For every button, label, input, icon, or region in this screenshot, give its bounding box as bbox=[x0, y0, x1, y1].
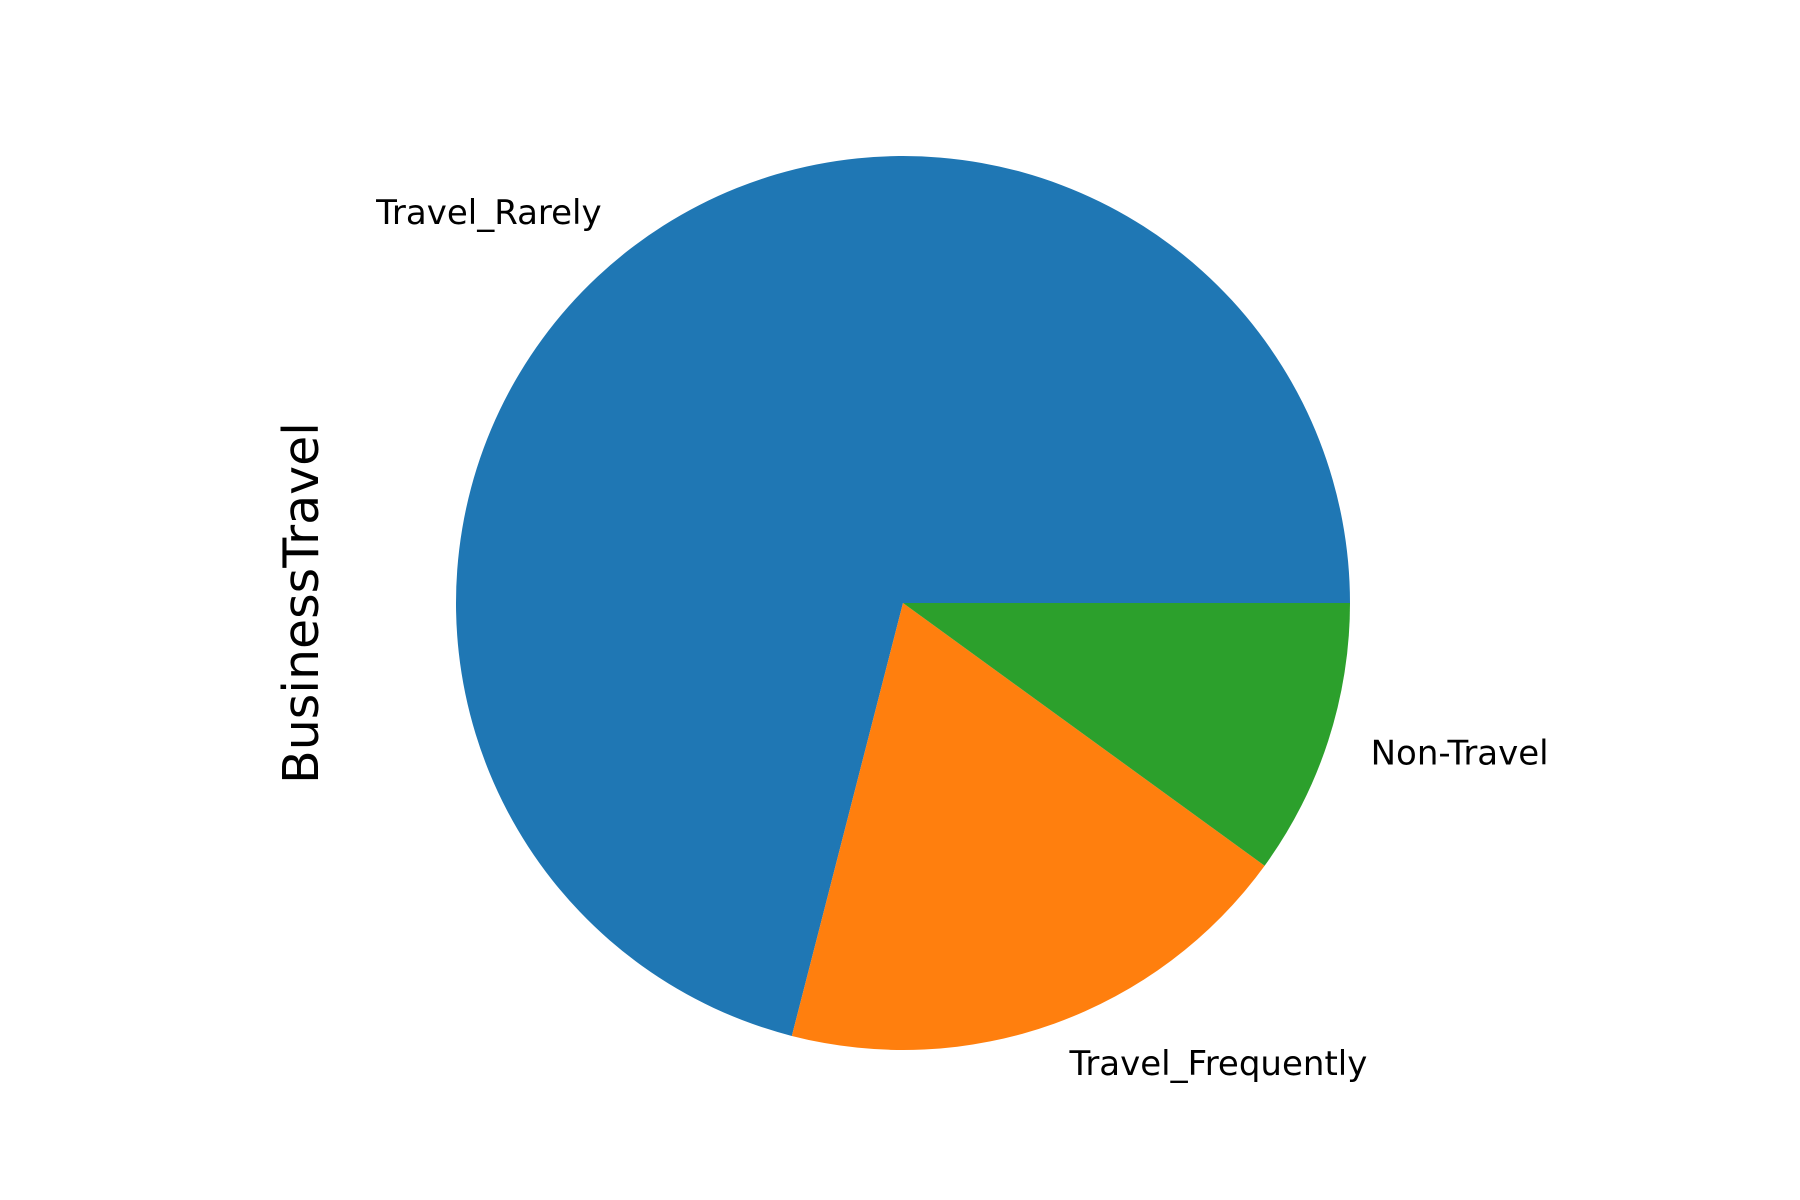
pie-slice-non-travel bbox=[903, 603, 1350, 866]
slice-label-travel-rarely: Travel_Rarely bbox=[375, 193, 602, 233]
pie-slice-travel-rarely bbox=[455, 155, 1350, 1036]
slice-label-non-travel: Non-Travel bbox=[1371, 733, 1549, 773]
pie-slices bbox=[455, 155, 1350, 1050]
y-axis-label: BusinessTravel bbox=[273, 422, 330, 784]
pie-slice-labels: Travel_Rarely Travel_Frequently Non-Travel bbox=[375, 193, 1549, 1084]
slice-label-travel-frequently: Travel_Frequently bbox=[1069, 1044, 1368, 1084]
pie-slice-travel-frequently bbox=[791, 603, 1265, 1050]
